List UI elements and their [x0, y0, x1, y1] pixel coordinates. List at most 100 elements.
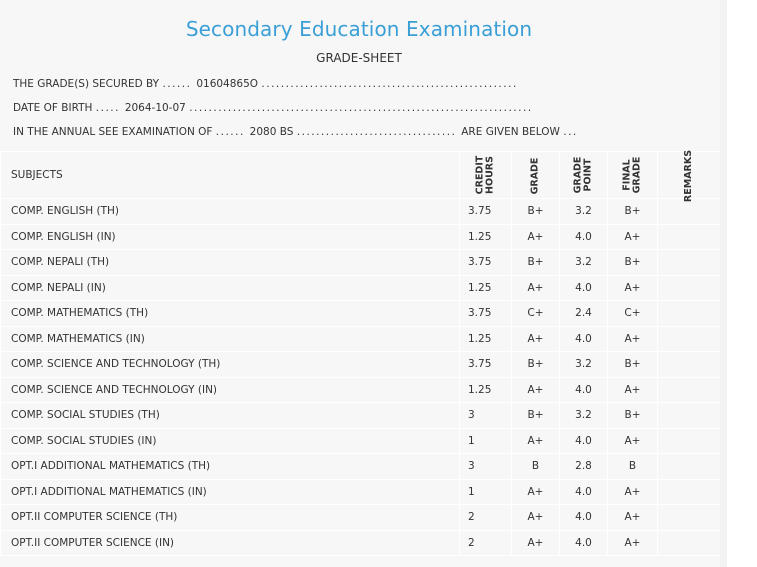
remarks-cell [657, 376, 721, 403]
final-grade-cell: B+ [607, 249, 658, 276]
grade-point-cell: 3.2 [559, 402, 608, 429]
table-row: OPT.II COMPUTER SCIENCE (IN) 2 A+ 4.0 A+ [0, 529, 721, 556]
final-grade-cell: C+ [607, 300, 658, 327]
final-grade-cell: A+ [607, 427, 658, 454]
subject-cell: COMP. ENGLISH (IN) [0, 223, 460, 250]
table-row: COMP. MATHEMATICS (IN) 1.25 A+ 4.0 A+ [0, 325, 721, 352]
subject-cell: COMP. SCIENCE AND TECHNOLOGY (TH) [0, 351, 460, 378]
page-edge [720, 0, 727, 567]
grade-sheet: Secondary Education Examination GRADE-SH… [0, 17, 721, 556]
grades-table: SUBJECTS CREDIT HOURS GRADE GRADE POINT [0, 150, 721, 556]
table-row: COMP. ENGLISH (IN) 1.25 A+ 4.0 A+ [0, 223, 721, 250]
grade-cell: A+ [511, 274, 560, 301]
final-grade-cell: B+ [607, 351, 658, 378]
final-grade-cell: A+ [607, 325, 658, 352]
table-row: COMP. NEPALI (IN) 1.25 A+ 4.0 A+ [0, 274, 721, 301]
subject-cell: OPT.I ADDITIONAL MATHEMATICS (TH) [0, 453, 460, 480]
final-grade-cell: A+ [607, 376, 658, 403]
table-row: COMP. NEPALI (TH) 3.75 B+ 3.2 B+ [0, 249, 721, 276]
remarks-cell [657, 402, 721, 429]
final-grade-cell: A+ [607, 504, 658, 531]
subject-cell: COMP. SCIENCE AND TECHNOLOGY (IN) [0, 376, 460, 403]
symbol-number: 01604865O [196, 78, 259, 90]
subject-cell: COMP. MATHEMATICS (TH) [0, 300, 460, 327]
subject-cell: COMP. ENGLISH (TH) [0, 198, 460, 225]
subject-cell: OPT.II COMPUTER SCIENCE (TH) [0, 504, 460, 531]
page-title: Secondary Education Examination [185, 17, 533, 41]
info-dob-label: DATE OF BIRTH [13, 102, 93, 114]
remarks-cell [657, 300, 721, 327]
info-exam-year: IN THE ANNUAL SEE EXAMINATION OF ...... … [13, 126, 578, 138]
page-subtitle: GRADE-SHEET [316, 51, 402, 65]
info-secured-by: THE GRADE(S) SECURED BY ...... 01604865O… [13, 78, 518, 90]
col-header-credit-hours: CREDIT HOURS [459, 151, 512, 199]
col-header-subjects: SUBJECTS [0, 151, 460, 199]
remarks-cell [657, 249, 721, 276]
grade-cell: A+ [511, 223, 560, 250]
table-row: OPT.I ADDITIONAL MATHEMATICS (TH) 3 B 2.8 B [0, 453, 721, 480]
info-exam-suffix: ARE GIVEN BELOW [461, 126, 560, 138]
subject-cell: COMP. NEPALI (IN) [0, 274, 460, 301]
final-grade-cell: A+ [607, 274, 658, 301]
grade-point-cell: 3.2 [559, 249, 608, 276]
col-header-final-grade: FINAL GRADE [607, 151, 658, 199]
date-of-birth: 2064-10-07 [124, 102, 186, 114]
col-header-grade-point: GRADE POINT [559, 151, 608, 199]
table-row: COMP. MATHEMATICS (TH) 3.75 C+ 2.4 C+ [0, 300, 721, 327]
grade-point-cell: 4.0 [559, 376, 608, 403]
subject-cell: OPT.II COMPUTER SCIENCE (IN) [0, 529, 460, 556]
credit-hours-cell: 3.75 [459, 198, 512, 225]
remarks-cell [657, 325, 721, 352]
remarks-cell [657, 478, 721, 505]
grade-cell: B [511, 453, 560, 480]
grade-point-cell: 3.2 [559, 198, 608, 225]
info-exam-label: IN THE ANNUAL SEE EXAMINATION OF [13, 126, 213, 138]
grade-cell: A+ [511, 427, 560, 454]
info-secured-by-label: THE GRADE(S) SECURED BY [13, 78, 160, 90]
credit-hours-cell: 3 [459, 402, 512, 429]
remarks-cell [657, 504, 721, 531]
grade-cell: B+ [511, 351, 560, 378]
col-header-grade: GRADE [511, 151, 560, 199]
credit-hours-cell: 1 [459, 478, 512, 505]
final-grade-cell: B+ [607, 198, 658, 225]
table-row: COMP. SOCIAL STUDIES (TH) 3 B+ 3.2 B+ [0, 402, 721, 429]
remarks-cell [657, 453, 721, 480]
credit-hours-cell: 1 [459, 427, 512, 454]
final-grade-cell: B+ [607, 402, 658, 429]
grade-point-cell: 3.2 [559, 351, 608, 378]
grade-cell: A+ [511, 376, 560, 403]
grade-cell: A+ [511, 504, 560, 531]
table-row: COMP. SCIENCE AND TECHNOLOGY (TH) 3.75 B+ 3… [0, 351, 721, 378]
grade-point-cell: 2.4 [559, 300, 608, 327]
grade-point-cell: 4.0 [559, 274, 608, 301]
grade-cell: B+ [511, 402, 560, 429]
table-row: COMP. SCIENCE AND TECHNOLOGY (IN) 1.25 A+ 4… [0, 376, 721, 403]
grade-cell: A+ [511, 325, 560, 352]
grades-table-body: COMP. ENGLISH (TH) 3.75 B+ 3.2 B+ COMP. ENGLI… [0, 198, 721, 556]
grade-cell: A+ [511, 529, 560, 556]
subject-cell: COMP. NEPALI (TH) [0, 249, 460, 276]
grade-cell: B+ [511, 249, 560, 276]
credit-hours-cell: 3.75 [459, 249, 512, 276]
remarks-cell [657, 223, 721, 250]
remarks-cell [657, 274, 721, 301]
subject-cell: OPT.I ADDITIONAL MATHEMATICS (IN) [0, 478, 460, 505]
grade-point-cell: 4.0 [559, 427, 608, 454]
credit-hours-cell: 1.25 [459, 223, 512, 250]
final-grade-cell: A+ [607, 529, 658, 556]
grade-point-cell: 4.0 [559, 529, 608, 556]
grade-cell: C+ [511, 300, 560, 327]
remarks-cell [657, 529, 721, 556]
credit-hours-cell: 3.75 [459, 300, 512, 327]
credit-hours-cell: 1.25 [459, 376, 512, 403]
table-row: OPT.II COMPUTER SCIENCE (TH) 2 A+ 4.0 A+ [0, 504, 721, 531]
credit-hours-cell: 2 [459, 529, 512, 556]
credit-hours-cell: 3 [459, 453, 512, 480]
final-grade-cell: A+ [607, 478, 658, 505]
table-row: OPT.I ADDITIONAL MATHEMATICS (IN) 1 A+ 4.0 A… [0, 478, 721, 505]
subject-cell: COMP. MATHEMATICS (IN) [0, 325, 460, 352]
grade-point-cell: 4.0 [559, 325, 608, 352]
subject-cell: COMP. SOCIAL STUDIES (TH) [0, 402, 460, 429]
credit-hours-cell: 1.25 [459, 274, 512, 301]
